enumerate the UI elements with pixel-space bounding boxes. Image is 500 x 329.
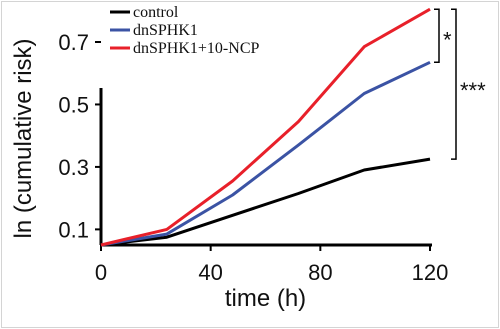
axes: 0 40 80 120 0.1 0.3 0.5 0.7 <box>58 30 448 285</box>
y-tick-label: 0.5 <box>58 92 89 117</box>
legend-label: dnSPHK1 <box>133 22 198 39</box>
y-tick-label: 0.3 <box>58 155 89 180</box>
series-line-dnsphk1-10-ncp <box>100 7 431 247</box>
y-tick-label: 0.1 <box>58 217 89 242</box>
significance-brackets: **** <box>434 8 486 160</box>
bracket-inner <box>434 8 440 64</box>
series-line-control <box>100 157 431 247</box>
x-tick-label: 40 <box>198 260 222 285</box>
series-lines <box>100 7 431 247</box>
legend-label: dnSPHK1+10-NCP <box>133 40 259 57</box>
significance-label: *** <box>460 78 486 103</box>
legend-label: control <box>133 4 179 21</box>
y-axis-label: ln (cumulative risk) <box>10 38 37 238</box>
series-line-dnsphk1 <box>100 60 431 247</box>
x-tick-label: 80 <box>308 260 332 285</box>
x-tick-label: 120 <box>412 260 449 285</box>
x-axis-label: time (h) <box>225 285 306 312</box>
bracket-outer <box>451 8 457 160</box>
significance-label: * <box>443 28 452 53</box>
y-tick-label: 0.7 <box>58 30 89 55</box>
x-tick-label: 0 <box>95 260 107 285</box>
